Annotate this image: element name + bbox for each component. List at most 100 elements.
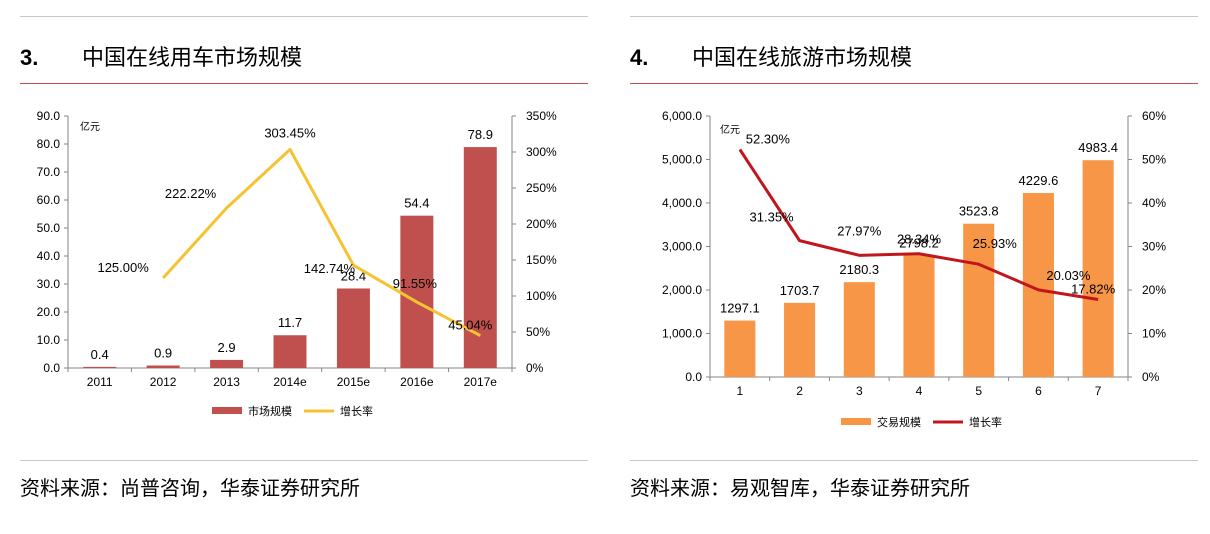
bar — [963, 223, 995, 377]
y-left-tick-label: 4,000.0 — [662, 196, 702, 210]
y-left-tick-label: 20.0 — [37, 305, 61, 319]
growth-rate-line — [162, 148, 481, 337]
source-note: 资料来源：尚普咨询，华泰证券研究所 — [20, 476, 360, 500]
bar-value-label: 4983.4 — [1078, 140, 1118, 155]
bar-value-label: 2180.3 — [839, 262, 879, 277]
figure-number: 3. — [20, 45, 39, 70]
y-right-tick-label: 50% — [1142, 153, 1166, 167]
y-left-tick-label: 6,000.0 — [662, 109, 702, 123]
bar — [336, 288, 370, 368]
bar-value-label: 54.4 — [404, 196, 429, 211]
x-tick-label: 5 — [975, 384, 982, 398]
unit-label: 亿元 — [80, 120, 100, 133]
legend-label-bar: 交易规模 — [877, 415, 921, 429]
legend-label-line: 增长率 — [969, 415, 1002, 429]
y-left-tick-label: 40.0 — [37, 249, 61, 263]
y-left-tick-label: 90.0 — [37, 109, 61, 123]
bar — [843, 282, 875, 377]
y-left-tick-label: 30.0 — [37, 277, 61, 291]
bar — [724, 320, 756, 377]
y-left-tick-label: 1,000.0 — [662, 327, 702, 341]
unit-label: 亿元 — [720, 123, 740, 136]
y-left-tick-label: 80.0 — [37, 137, 61, 151]
x-tick-label: 2015e — [337, 375, 371, 389]
y-right-tick-label: 50% — [526, 325, 550, 339]
line-value-label: 20.03% — [1046, 268, 1091, 283]
x-tick-label: 2013 — [213, 375, 240, 389]
line-value-label: 28.34% — [897, 232, 942, 247]
y-right-tick-label: 60% — [1142, 109, 1166, 123]
legend-swatch-bar — [212, 407, 242, 414]
figure-title-text: 中国在线用车市场规模 — [82, 46, 303, 71]
x-tick-label: 2017e — [464, 375, 498, 389]
y-right-tick-label: 0% — [1142, 370, 1160, 384]
x-tick-label: 2 — [796, 384, 803, 398]
chart-online-travel-market: 0.0 1,000.0 2,000.0 3,000.0 4,000.0 5,000.0 6,… — [662, 109, 1166, 429]
y-left-tick-label: 3,000.0 — [662, 240, 702, 254]
legend-swatch-bar — [841, 418, 871, 425]
bar — [273, 335, 307, 368]
figure-title-text: 中国在线旅游市场规模 — [692, 46, 913, 71]
line-value-label: 25.93% — [973, 236, 1018, 251]
y-right-tick-label: 20% — [1142, 283, 1166, 297]
figure-title: 3. 中国在线用车市场规模 — [20, 40, 302, 72]
top-divider — [630, 16, 1198, 17]
y-right-tick-label: 200% — [526, 217, 557, 231]
y-left-tick-label: 2,000.0 — [662, 283, 702, 297]
growth-rate-line — [738, 148, 1099, 301]
y-left-tick-label: 0.0 — [43, 361, 60, 375]
bar-value-label: 0.4 — [91, 347, 109, 362]
y-left-tick-label: 70.0 — [37, 165, 61, 179]
y-right-tick-label: 100% — [526, 289, 557, 303]
line-value-label: 31.35% — [750, 210, 795, 225]
x-tick-label: 3 — [856, 384, 863, 398]
y-left-tick-label: 5,000.0 — [662, 153, 702, 167]
y-left-tick-label: 0.0 — [685, 370, 702, 384]
line-value-label: 303.45% — [264, 126, 316, 141]
x-tick-label: 4 — [916, 384, 923, 398]
line-value-label: 27.97% — [837, 223, 882, 238]
y-right-tick-label: 0% — [526, 361, 544, 375]
bar-value-label: 78.9 — [468, 127, 493, 142]
line-value-label: 45.04% — [448, 318, 493, 333]
line-value-label: 125.00% — [97, 260, 149, 275]
y-right-tick-label: 10% — [1142, 327, 1166, 341]
figure-panel-online-travel: 4. 中国在线旅游市场规模 0.0 1,000.0 2,000.0 3,000.0 4,0… — [630, 0, 1198, 534]
line-value-label: 52.30% — [746, 131, 791, 146]
title-underline — [630, 83, 1198, 84]
bar-value-label: 1297.1 — [720, 301, 760, 316]
y-left-tick-label: 10.0 — [37, 333, 61, 347]
x-tick-label: 2012 — [150, 375, 177, 389]
bar-value-label: 3523.8 — [959, 204, 999, 219]
source-note: 资料来源：易观智库，华泰证券研究所 — [630, 476, 970, 500]
bar-value-label: 0.9 — [154, 345, 172, 360]
x-tick-label: 1 — [737, 384, 744, 398]
y-left-tick-label: 50.0 — [37, 221, 61, 235]
top-divider — [20, 16, 588, 17]
y-left-tick-label: 60.0 — [37, 193, 61, 207]
x-tick-label: 2016e — [400, 375, 434, 389]
bar — [146, 365, 180, 368]
bar-value-label: 4229.6 — [1019, 173, 1059, 188]
y-right-tick-label: 30% — [1142, 240, 1166, 254]
bar — [784, 302, 816, 377]
bottom-divider — [630, 460, 1198, 461]
chart-online-ride-market: 0.0 10.0 20.0 30.0 40.0 50.0 60.0 70.0 80.0 90.0 0… — [37, 109, 557, 418]
legend-label-bar: 市场规模 — [248, 404, 292, 418]
legend-label-line: 增长率 — [340, 404, 373, 418]
figure-panel-online-ride: 3. 中国在线用车市场规模 0.0 10.0 20.0 30.0 40.0 50.0 60.0… — [20, 0, 588, 534]
figure-title: 4. 中国在线旅游市场规模 — [630, 40, 912, 72]
bottom-divider — [20, 460, 588, 461]
y-right-tick-label: 250% — [526, 181, 557, 195]
line-value-label: 222.22% — [165, 186, 217, 201]
y-right-tick-label: 150% — [526, 253, 557, 267]
line-value-label: 17.82% — [1071, 281, 1116, 296]
line-value-label: 142.74% — [304, 261, 356, 276]
bar-value-label: 1703.7 — [780, 283, 820, 298]
bar-value-label: 2798.2 — [899, 235, 939, 250]
x-tick-label: 2014e — [273, 375, 307, 389]
figure-number: 4. — [630, 45, 649, 70]
x-tick-label: 7 — [1095, 384, 1102, 398]
bar — [903, 255, 935, 377]
y-right-tick-label: 300% — [526, 145, 557, 159]
